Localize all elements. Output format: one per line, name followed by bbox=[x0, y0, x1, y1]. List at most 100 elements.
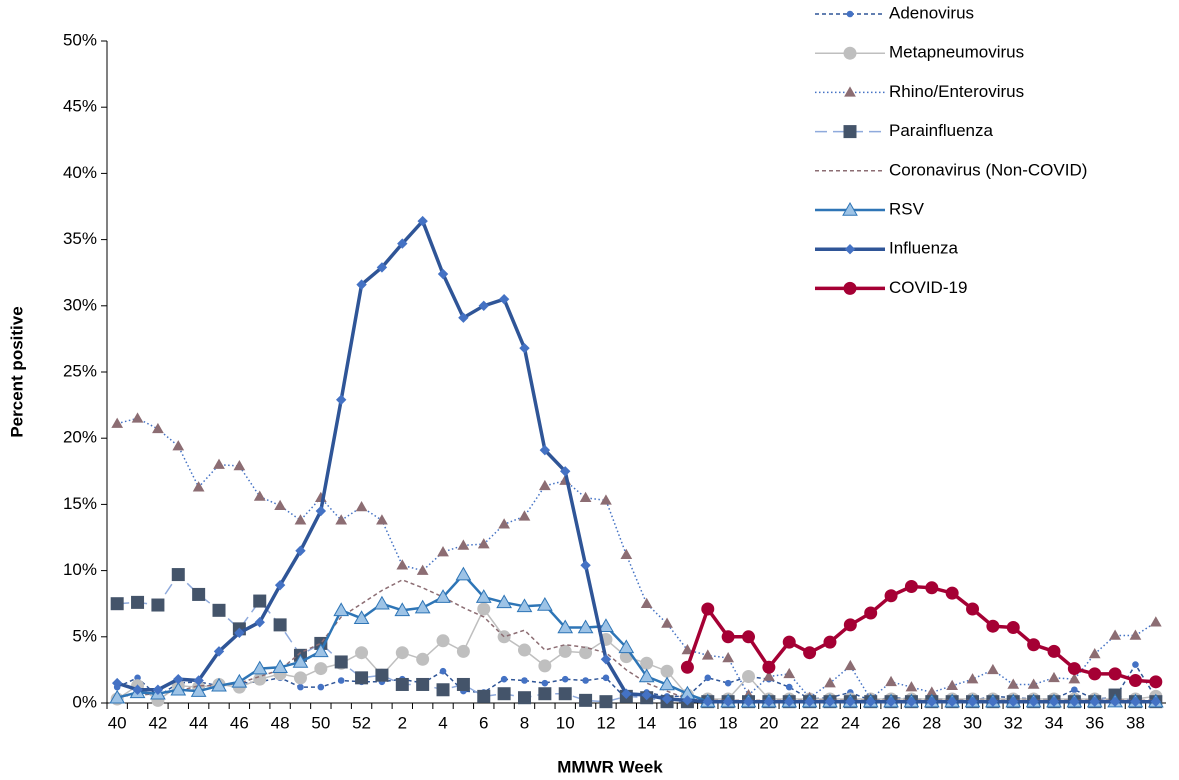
marker bbox=[987, 663, 999, 675]
marker bbox=[743, 696, 754, 707]
x-tick-label: 46 bbox=[230, 713, 249, 732]
legend-label: Coronavirus (Non-COVID) bbox=[889, 160, 1087, 179]
legend-item: Influenza bbox=[815, 239, 959, 258]
marker bbox=[946, 679, 959, 691]
marker bbox=[132, 684, 143, 695]
x-tick-label: 6 bbox=[479, 713, 488, 732]
marker bbox=[843, 281, 857, 295]
x-tick-label: 44 bbox=[189, 713, 208, 732]
line bbox=[117, 417, 1157, 701]
marker bbox=[356, 279, 367, 290]
marker bbox=[704, 674, 712, 682]
marker bbox=[784, 696, 795, 707]
legend-item: Adenovirus bbox=[815, 3, 974, 22]
marker bbox=[844, 86, 856, 97]
x-tick-label: 10 bbox=[556, 713, 575, 732]
marker bbox=[538, 687, 552, 701]
marker bbox=[435, 589, 451, 603]
marker bbox=[170, 681, 187, 696]
marker bbox=[1007, 678, 1020, 689]
marker bbox=[884, 589, 898, 603]
marker bbox=[906, 696, 917, 707]
line bbox=[116, 607, 1156, 702]
series bbox=[109, 566, 1164, 708]
marker bbox=[1027, 638, 1041, 652]
series bbox=[110, 602, 1163, 707]
marker bbox=[293, 671, 307, 685]
marker bbox=[618, 639, 635, 654]
marker bbox=[600, 494, 612, 505]
marker bbox=[1089, 696, 1100, 707]
marker bbox=[966, 602, 980, 616]
marker bbox=[1132, 661, 1139, 668]
marker bbox=[885, 675, 897, 687]
marker bbox=[171, 568, 185, 582]
marker bbox=[152, 422, 164, 434]
marker bbox=[945, 586, 959, 600]
marker bbox=[541, 679, 549, 687]
marker bbox=[1088, 667, 1102, 681]
y-tick-label: 20% bbox=[63, 428, 97, 447]
marker bbox=[375, 668, 389, 682]
y-tick-label: 35% bbox=[63, 229, 97, 248]
marker bbox=[497, 687, 511, 701]
series bbox=[680, 579, 1163, 689]
marker bbox=[1027, 678, 1040, 689]
marker bbox=[702, 696, 713, 707]
y-tick-label: 10% bbox=[63, 560, 97, 579]
marker bbox=[436, 683, 450, 697]
marker bbox=[762, 660, 776, 674]
marker bbox=[785, 683, 793, 691]
marker bbox=[498, 518, 510, 529]
x-tick-label: 8 bbox=[520, 713, 529, 732]
marker bbox=[152, 684, 164, 695]
marker bbox=[477, 538, 490, 549]
marker bbox=[456, 677, 470, 691]
legend-item: RSV bbox=[815, 199, 925, 218]
marker bbox=[1069, 696, 1080, 707]
marker bbox=[557, 619, 574, 634]
marker bbox=[538, 479, 551, 491]
marker bbox=[701, 602, 715, 616]
x-tick-label: 48 bbox=[271, 713, 290, 732]
marker bbox=[803, 646, 817, 660]
marker bbox=[251, 660, 268, 675]
marker bbox=[661, 617, 673, 628]
x-tick-label: 42 bbox=[148, 713, 167, 732]
x-tick-label: 4 bbox=[438, 713, 447, 732]
marker bbox=[517, 643, 531, 657]
series bbox=[111, 215, 1162, 707]
marker bbox=[211, 677, 227, 692]
marker bbox=[294, 514, 307, 525]
marker bbox=[641, 689, 652, 701]
marker bbox=[1047, 644, 1061, 658]
marker bbox=[518, 510, 531, 521]
marker bbox=[394, 602, 411, 617]
series bbox=[110, 568, 1163, 709]
marker bbox=[231, 673, 248, 688]
marker bbox=[172, 440, 185, 451]
marker bbox=[824, 677, 836, 688]
marker bbox=[314, 662, 328, 676]
x-axis-title: MMWR Week bbox=[557, 757, 663, 776]
marker bbox=[1068, 673, 1081, 684]
line bbox=[116, 572, 1156, 703]
x-tick-label: 30 bbox=[963, 713, 982, 732]
line bbox=[685, 584, 1156, 684]
marker bbox=[1067, 662, 1081, 676]
marker bbox=[1109, 696, 1121, 707]
marker bbox=[843, 618, 857, 632]
marker bbox=[846, 10, 854, 18]
marker bbox=[213, 646, 225, 657]
legend-item: Coronavirus (Non-COVID) bbox=[815, 160, 1087, 179]
marker bbox=[660, 664, 674, 678]
marker bbox=[496, 594, 512, 609]
marker bbox=[315, 505, 327, 517]
legend-label: Metapneumovirus bbox=[889, 43, 1024, 62]
x-tick-label: 34 bbox=[1045, 713, 1064, 732]
marker bbox=[824, 696, 836, 707]
marker bbox=[599, 695, 613, 709]
x-tick-label: 24 bbox=[841, 713, 860, 732]
x-tick-label: 20 bbox=[759, 713, 778, 732]
y-tick-label: 15% bbox=[63, 494, 97, 513]
